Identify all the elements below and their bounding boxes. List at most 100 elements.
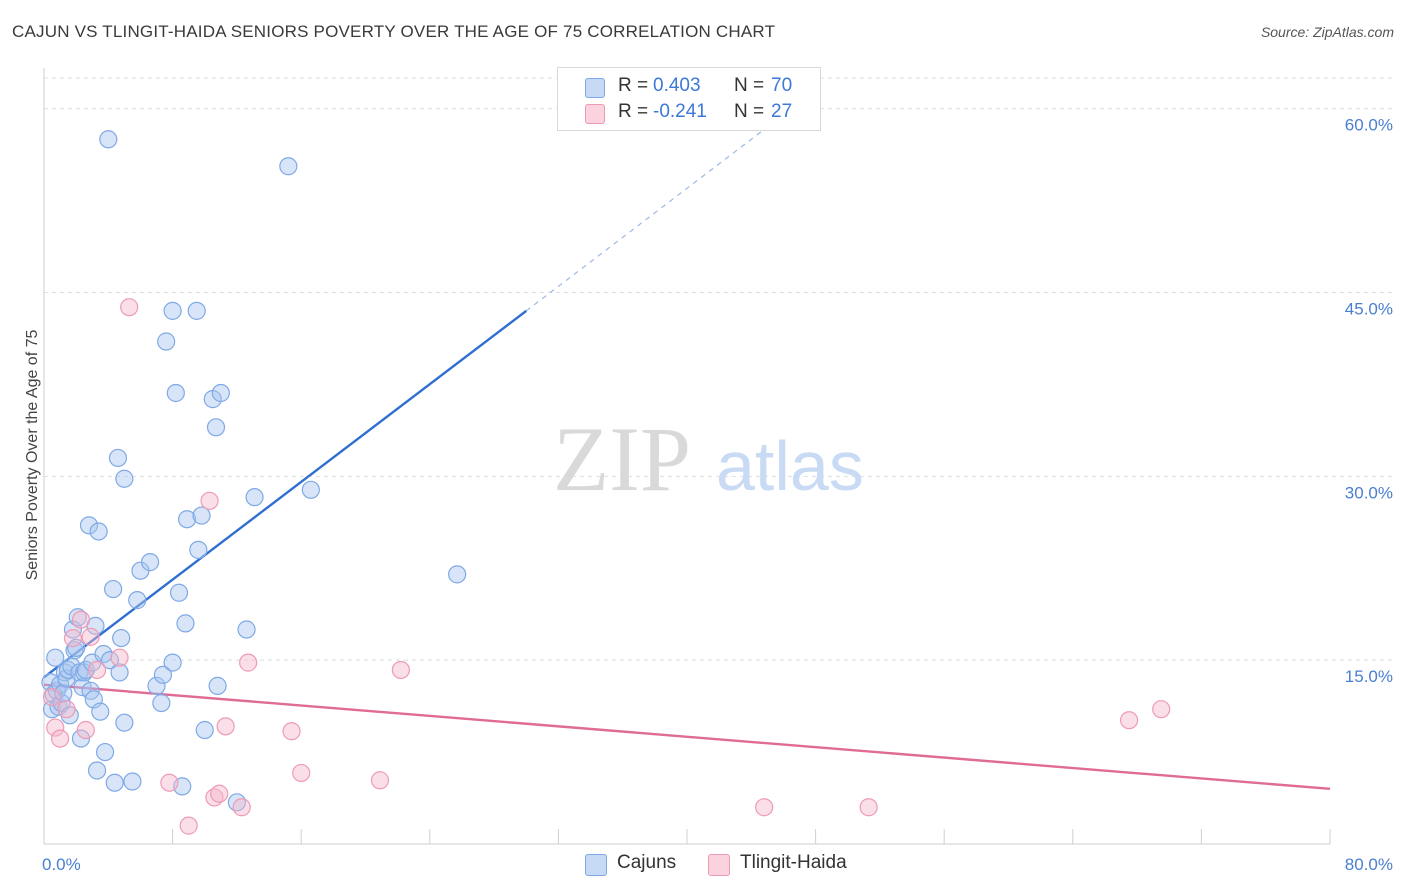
cajuns-point: [163, 301, 182, 320]
tlingit-haida-point: [755, 798, 774, 817]
cajuns-point: [67, 638, 86, 658]
cajuns-point: [176, 614, 195, 633]
tlingit-haida-point: [87, 660, 107, 680]
x-tick-label: 80.0%: [1345, 855, 1393, 874]
watermark-atlas: atlas: [716, 427, 864, 505]
tlingit-haida-point: [1119, 711, 1139, 730]
tlingit-haida-point: [120, 298, 139, 317]
cajuns-point: [189, 540, 208, 559]
tlingit-haida-point: [46, 718, 65, 737]
tlingit-haida-point: [391, 660, 410, 680]
r-label: R =: [618, 75, 649, 96]
tlingit-haida-point: [179, 816, 198, 835]
tlingit-haida-point: [71, 610, 91, 629]
cajuns-point: [112, 628, 131, 648]
cajuns-point: [206, 418, 226, 437]
cajuns-point: [104, 579, 123, 599]
cajuns-point: [115, 469, 134, 488]
cajuns-point: [123, 772, 142, 791]
cajuns-point: [187, 301, 206, 320]
cajuns-point: [211, 383, 230, 403]
cajuns-point: [177, 510, 197, 529]
axes: [43, 68, 1331, 845]
cajuns-point: [87, 761, 107, 780]
tlingit-haida-point: [50, 729, 70, 748]
tick-labels: 15.0% 30.0% 45.0% 60.0% 0.0% 80.0%: [42, 116, 1393, 874]
tlingit-haida-point: [76, 720, 95, 740]
tlingit-haida-point: [81, 627, 100, 646]
cajuns-point: [153, 665, 173, 684]
cajuns-point: [192, 506, 211, 525]
tlingit-haida-point: [57, 700, 76, 719]
cajuns-point: [89, 522, 108, 541]
cajuns-trend-extension: [525, 102, 800, 312]
chart-title: CAJUN VS TLINGIT-HAIDA SENIORS POVERTY O…: [12, 22, 776, 41]
tlingit-haida-point: [292, 763, 311, 783]
cajuns-point: [91, 702, 110, 721]
legend-label: Cajuns: [617, 852, 677, 873]
cajuns-point: [169, 583, 189, 602]
tlingit-haida-legend-swatch: [708, 854, 730, 876]
cajuns-point: [79, 516, 99, 535]
cajuns-point: [46, 648, 65, 667]
cajuns-swatch: [585, 78, 605, 98]
legend-label: Tlingit-Haida: [740, 852, 847, 873]
tlingit-haida-point: [42, 687, 62, 707]
cajuns-point: [105, 773, 124, 792]
tlingit-haida-swatch: [585, 104, 605, 124]
n-label: N =: [734, 101, 765, 122]
trend-lines: [43, 102, 1331, 791]
stats-legend: R = 0.403 N = 70 R = -0.241 N = 27: [557, 67, 821, 131]
tlingit-haida-point: [63, 628, 83, 648]
cajuns-point: [71, 729, 91, 748]
tlingit-haida-point: [216, 717, 235, 736]
n-label: N =: [734, 75, 765, 96]
cajuns-point: [99, 130, 118, 149]
n-value: 27: [771, 101, 793, 122]
cajuns-point: [208, 676, 227, 695]
cajuns-point: [140, 553, 160, 572]
watermark-zip: ZIP: [553, 408, 691, 510]
cajuns-point: [237, 620, 256, 639]
cajuns-point: [195, 720, 214, 740]
cajuns-point: [147, 676, 166, 695]
x-tick-label: 0.0%: [42, 855, 81, 874]
cajuns-point: [301, 480, 320, 499]
tlingit-haida-point: [859, 798, 878, 817]
cajuns-point: [245, 488, 264, 507]
cajuns-point: [157, 332, 176, 351]
tlingit-haida-point: [282, 722, 301, 741]
tlingit-haida-point: [210, 784, 229, 803]
tlingit-haida-point: [232, 798, 251, 817]
cajuns-legend-swatch: [585, 854, 607, 876]
y-axis-label: Seniors Poverty Over the Age of 75: [24, 330, 41, 581]
tlingit-haida-point: [200, 491, 219, 510]
cajuns-point: [448, 565, 467, 584]
y-tick-label: 60.0%: [1345, 116, 1393, 135]
cajuns-point: [166, 383, 185, 403]
y-tick-label: 30.0%: [1345, 483, 1393, 502]
cajuns-point: [128, 591, 147, 610]
r-label: R =: [618, 101, 649, 122]
r-value: 0.403: [653, 75, 701, 96]
r-value: -0.241: [653, 101, 707, 122]
tlingit-haida-trend-line: [43, 683, 1331, 791]
cajuns-point: [152, 693, 171, 713]
data-points: [41, 130, 1171, 835]
cajuns-point: [68, 608, 87, 627]
cajuns-point: [163, 653, 182, 672]
source-label: Source: ZipAtlas.com: [1260, 24, 1394, 40]
cajuns-point: [115, 713, 134, 732]
cajuns-point: [95, 742, 115, 762]
n-value: 70: [771, 75, 793, 96]
tlingit-haida-point: [370, 771, 390, 790]
y-tick-label: 45.0%: [1345, 299, 1393, 318]
y-tick-label: 15.0%: [1345, 667, 1393, 686]
tlingit-haida-point: [1152, 700, 1171, 719]
cajuns-point: [279, 157, 298, 176]
cajuns-point: [108, 448, 128, 468]
tlingit-haida-point: [110, 648, 129, 667]
tlingit-haida-point: [239, 653, 258, 672]
cajuns-trend-line: [43, 309, 527, 679]
